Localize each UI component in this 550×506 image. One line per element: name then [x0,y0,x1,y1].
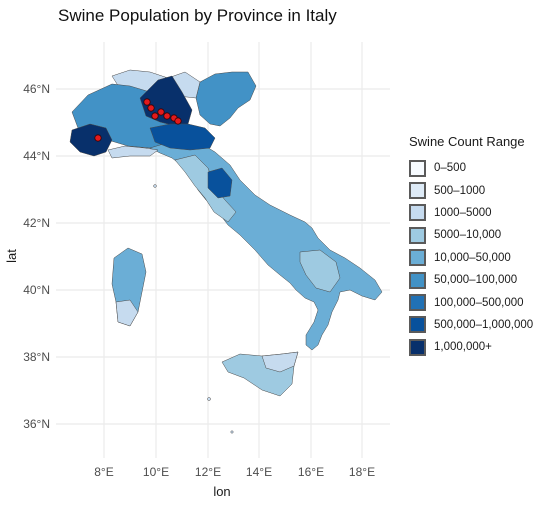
legend-item: 1,000,000+ [409,336,533,358]
legend-label: 100,000–500,000 [434,296,524,309]
legend: Swine Count Range 0–500 500–1000 1000–5000… [409,134,533,359]
small-island [230,430,234,434]
legend-item: 10,000–50,000 [409,247,533,269]
y-axis-title: lat [4,249,19,263]
x-tick-label: 18°E [349,465,375,479]
legend-item: 500,000–1,000,000 [409,314,533,336]
legend-items: 0–500 500–1000 1000–5000 5000–10,000 10,000–… [409,157,533,359]
legend-item: 1000–5000 [409,202,533,224]
y-tick-label: 46°N [23,82,50,96]
y-axis-ticks: 46°N 44°N 42°N 40°N 38°N 36°N [23,82,50,431]
outbreak-marker [157,108,165,116]
y-tick-label: 38°N [23,350,50,364]
legend-swatch [409,159,426,177]
legend-swatch [409,294,426,312]
legend-item: 5000–10,000 [409,224,533,246]
y-tick-label: 44°N [23,149,50,163]
legend-swatch [409,182,426,200]
legend-title: Swine Count Range [409,134,525,149]
legend-swatch [409,271,426,289]
legend-item: 100,000–500,000 [409,291,533,313]
x-tick-label: 12°E [195,465,221,479]
legend-label: 5000–10,000 [434,229,502,242]
x-axis-title: lon [213,484,230,499]
map-title: Swine Population by Province in Italy [58,6,337,25]
outbreak-marker [151,112,159,120]
legend-item: 0–500 [409,157,533,179]
outbreak-marker [94,134,102,142]
y-tick-label: 42°N [23,216,50,230]
legend-label: 1000–5000 [434,206,492,219]
outbreak-markers [94,98,182,142]
legend-swatch [409,338,426,356]
x-tick-label: 14°E [246,465,272,479]
y-tick-label: 36°N [23,417,50,431]
piemonte-south [69,123,113,157]
sardinia-south [115,299,139,327]
legend-label: 1,000,000+ [434,341,492,354]
north-east-region [195,71,257,127]
legend-swatch [409,204,426,222]
land-layer [69,69,383,434]
x-axis-ticks: 8°E 10°E 12°E 14°E 16°E 18°E [94,465,375,479]
legend-item: 50,000–100,000 [409,269,533,291]
small-island [153,184,157,188]
legend-item: 500–1000 [409,179,533,201]
liguria-region [107,145,159,159]
south-light-region [299,249,341,293]
outbreak-marker [147,104,155,112]
umbria-region [207,167,233,199]
x-tick-label: 16°E [298,465,324,479]
legend-label: 0–500 [434,162,466,175]
legend-label: 500,000–1,000,000 [434,318,534,331]
outbreak-marker [174,117,182,125]
small-island [207,397,211,401]
legend-label: 500–1000 [434,184,486,197]
legend-swatch [409,226,426,244]
legend-label: 50,000–100,000 [434,274,518,287]
x-tick-label: 8°E [94,465,113,479]
legend-label: 10,000–50,000 [434,251,511,264]
legend-swatch [409,249,426,267]
x-tick-label: 10°E [143,465,169,479]
outbreak-marker [143,98,151,106]
y-tick-label: 40°N [23,283,50,297]
sicily-east [261,351,299,373]
outbreak-marker [163,112,171,120]
legend-swatch [409,316,426,334]
central-light-region [174,154,237,223]
